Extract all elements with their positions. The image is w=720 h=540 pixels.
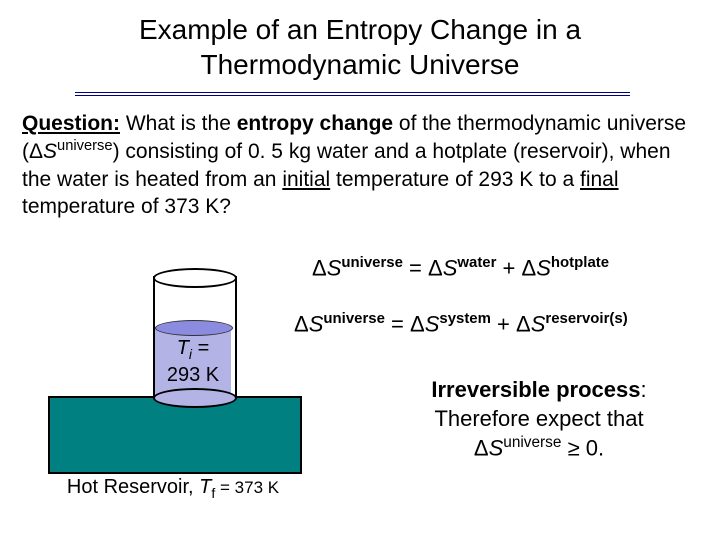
beaker-rim: [153, 268, 237, 288]
irrev-headline: Irreversible process: [431, 377, 640, 402]
question-label: Question:: [22, 112, 120, 135]
slide-title: Example of an Entropy Change in a Thermo…: [0, 0, 720, 82]
title-underline: [75, 92, 630, 96]
equation-1: ΔSuniverse = ΔSwater + ΔShotplate: [312, 254, 609, 281]
irrev-line2: Therefore expect that: [434, 406, 643, 431]
equation-2: ΔSuniverse = ΔSsystem + ΔSreservoir(s): [294, 310, 628, 337]
irreversible-note: Irreversible process: Therefore expect t…: [374, 376, 704, 463]
question-text: Question: What is the entropy change of …: [22, 110, 698, 220]
beaker-bottom: [153, 388, 237, 408]
title-line2: Thermodynamic Universe: [201, 49, 520, 80]
hot-reservoir: [48, 396, 302, 474]
title-line1: Example of an Entropy Change in a: [139, 14, 581, 45]
reservoir-label: Hot Reservoir, Tf = 373 K: [48, 476, 298, 501]
diagram: Ti =293 K Hot Reservoir, Tf = 373 K: [48, 268, 308, 508]
initial-temp-label: Ti =293 K: [138, 336, 248, 387]
water-surface: [155, 320, 233, 336]
